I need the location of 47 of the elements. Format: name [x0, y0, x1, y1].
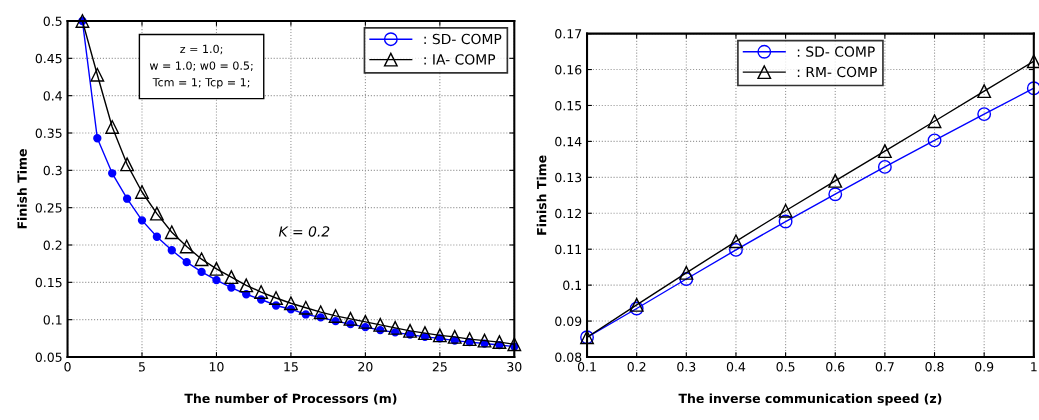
x-axis-title: The number of Processors (m) [184, 393, 397, 405]
y-tick-label: 0.08 [555, 352, 582, 362]
y-tick-label: 0.5 [43, 16, 62, 26]
x-tick-label: 0.8 [925, 362, 944, 372]
y-tick-label: 0.4 [43, 91, 62, 101]
y-axis-title: Finish Time [17, 149, 27, 229]
y-tick-label: 0.14 [555, 136, 582, 147]
y-tick-label: 0.25 [35, 203, 62, 213]
x-tick-label: 0 [64, 362, 71, 372]
y-tick-label: 0.1 [563, 280, 582, 291]
x-tick-label: 0.6 [826, 362, 845, 372]
y-tick-label: 0.17 [555, 29, 582, 39]
y-tick-label: 0.05 [35, 352, 62, 362]
x-tick-label: 0.2 [627, 362, 646, 372]
x-tick-label: 0.9 [975, 362, 994, 372]
legend-label: : SD- COMP [797, 46, 875, 57]
x-tick-label: 25 [432, 362, 447, 372]
y-tick-label: 0.09 [555, 316, 582, 326]
y-tick-label: 0.45 [35, 53, 62, 64]
y-tick-label: 0.16 [555, 65, 582, 75]
x-tick-label: 10 [209, 362, 224, 372]
annotation: K = 0.2 [278, 226, 330, 237]
y-tick-label: 0.1 [43, 315, 62, 325]
y-tick-label: 0.11 [555, 244, 582, 255]
x-tick-label: 15 [284, 362, 298, 372]
y-axis-title: Finish Time [536, 155, 547, 235]
legend-label: : IA- COMP [424, 54, 496, 65]
x-axis-title: The inverse communication speed (z) [678, 393, 942, 406]
x-tick-label: 0.3 [677, 362, 696, 372]
y-tick-label: 0.13 [555, 172, 582, 183]
x-tick-label: 0.4 [726, 362, 746, 372]
x-tick-label: 5 [138, 362, 145, 372]
y-tick-label: 0.15 [35, 277, 62, 288]
x-tick-label: 0.7 [875, 362, 894, 372]
legend-label: : SD- COMP [424, 33, 502, 45]
x-tick-label: 20 [358, 362, 373, 372]
y-tick-label: 0.3 [43, 165, 62, 176]
x-tick-label: 0.1 [577, 362, 596, 372]
y-tick-label: 0.2 [43, 240, 62, 250]
y-tick-label: 0.35 [35, 128, 62, 138]
x-tick-label: 30 [507, 362, 522, 372]
x-tick-label: 1 [1031, 362, 1037, 372]
y-tick-label: 0.12 [555, 208, 581, 219]
x-tick-label: 0.5 [776, 362, 795, 372]
annotation: z = 1.0; w = 1.0; w0 = 0.5; Tcm = 1; Tcp = 1; [149, 44, 253, 89]
legend-label: : RM- COMP [797, 66, 877, 78]
y-tick-label: 0.15 [555, 100, 582, 111]
